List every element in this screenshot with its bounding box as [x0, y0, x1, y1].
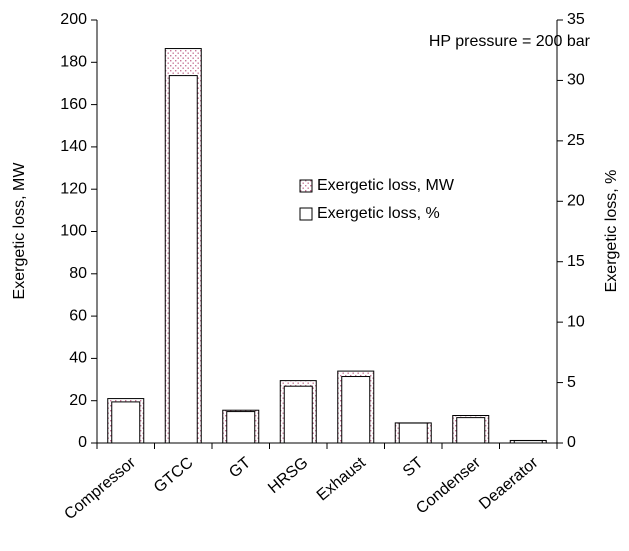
y-tick-label: 120 — [60, 180, 87, 197]
y-tick-label: 60 — [69, 307, 87, 324]
legend-swatch — [299, 207, 313, 221]
y2-axis-title: Exergetic loss, % — [603, 170, 620, 293]
x-tick-label: GT — [226, 454, 254, 481]
annotation: HP pressure = 200 bar — [429, 33, 591, 50]
legend-label: Exergetic loss, MW — [317, 177, 455, 194]
bar — [226, 411, 256, 444]
y2-tick-label: 20 — [567, 193, 585, 210]
bar — [168, 75, 198, 444]
y-tick-label: 160 — [60, 96, 87, 113]
x-tick-label: Condenser — [413, 454, 484, 518]
y-tick-label: 180 — [60, 54, 87, 71]
y2-tick-label: 25 — [567, 132, 585, 149]
x-tick-label: ST — [400, 454, 427, 480]
bar — [513, 440, 543, 444]
y-tick-label: 200 — [60, 11, 87, 28]
y2-tick-label: 10 — [567, 313, 585, 330]
x-tick-label: Exhaust — [314, 454, 370, 505]
x-tick-label: GTCC — [151, 454, 197, 496]
y2-tick-label: 35 — [567, 11, 585, 28]
y2-tick-label: 30 — [567, 72, 585, 89]
legend-label: Exergetic loss, % — [317, 205, 440, 222]
x-tick-label: HRSG — [265, 454, 311, 497]
y-tick-label: 80 — [69, 265, 87, 282]
legend-swatch — [299, 179, 313, 193]
y2-tick-label: 15 — [567, 253, 585, 270]
y2-tick-label: 5 — [567, 374, 576, 391]
y-tick-label: 20 — [69, 392, 87, 409]
bar — [456, 417, 486, 444]
y-axis-title: Exergetic loss, MW — [11, 162, 28, 300]
y-tick-label: 100 — [60, 223, 87, 240]
y2-tick-label: 0 — [567, 434, 576, 451]
x-tick-label: Deaerator — [476, 454, 542, 513]
y-tick-label: 0 — [78, 434, 87, 451]
bar — [341, 376, 371, 444]
bar — [398, 422, 428, 444]
bar — [283, 385, 313, 444]
bar — [111, 401, 141, 444]
y-tick-label: 140 — [60, 138, 87, 155]
x-tick-label: Compressor — [61, 454, 139, 523]
y-tick-label: 40 — [69, 350, 87, 367]
